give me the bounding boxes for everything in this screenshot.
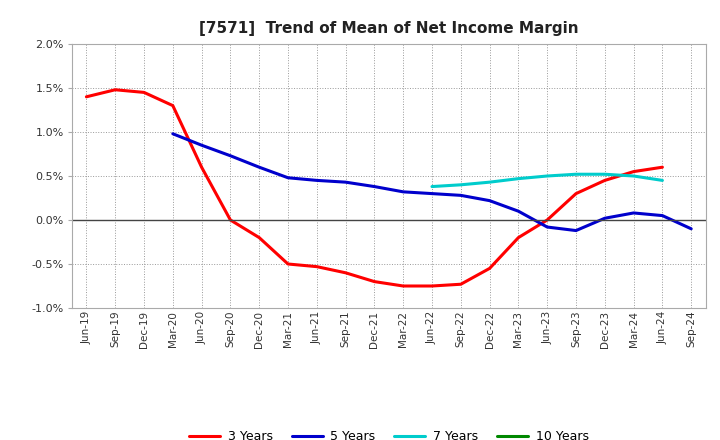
5 Years <box>428 191 436 196</box>
5 Years <box>197 143 206 148</box>
5 Years <box>370 184 379 189</box>
3 Years <box>197 165 206 170</box>
3 Years <box>543 217 552 223</box>
7 Years <box>600 172 609 177</box>
7 Years <box>456 182 465 187</box>
3 Years <box>284 261 292 267</box>
5 Years <box>629 210 638 216</box>
Legend: 3 Years, 5 Years, 7 Years, 10 Years: 3 Years, 5 Years, 7 Years, 10 Years <box>184 425 593 440</box>
3 Years <box>168 103 177 108</box>
7 Years <box>543 173 552 179</box>
7 Years <box>428 184 436 189</box>
5 Years <box>312 178 321 183</box>
5 Years <box>514 209 523 214</box>
3 Years <box>600 178 609 183</box>
5 Years <box>168 131 177 136</box>
3 Years <box>514 235 523 240</box>
3 Years <box>485 266 494 271</box>
5 Years <box>543 224 552 230</box>
3 Years <box>658 165 667 170</box>
5 Years <box>284 175 292 180</box>
Line: 7 Years: 7 Years <box>432 174 662 187</box>
5 Years <box>226 153 235 158</box>
3 Years <box>399 283 408 289</box>
5 Years <box>485 198 494 203</box>
Title: [7571]  Trend of Mean of Net Income Margin: [7571] Trend of Mean of Net Income Margi… <box>199 21 579 36</box>
7 Years <box>658 178 667 183</box>
3 Years <box>226 217 235 223</box>
3 Years <box>140 90 148 95</box>
3 Years <box>111 87 120 92</box>
5 Years <box>658 213 667 218</box>
5 Years <box>600 216 609 221</box>
3 Years <box>370 279 379 284</box>
7 Years <box>485 180 494 185</box>
Line: 5 Years: 5 Years <box>173 134 691 231</box>
3 Years <box>572 191 580 196</box>
3 Years <box>456 282 465 287</box>
5 Years <box>341 180 350 185</box>
3 Years <box>82 94 91 99</box>
5 Years <box>687 226 696 231</box>
3 Years <box>341 270 350 275</box>
3 Years <box>629 169 638 174</box>
7 Years <box>514 176 523 181</box>
5 Years <box>456 193 465 198</box>
3 Years <box>312 264 321 269</box>
Line: 3 Years: 3 Years <box>86 90 662 286</box>
7 Years <box>629 173 638 179</box>
3 Years <box>255 235 264 240</box>
3 Years <box>428 283 436 289</box>
5 Years <box>572 228 580 233</box>
5 Years <box>399 189 408 194</box>
5 Years <box>255 165 264 170</box>
7 Years <box>572 172 580 177</box>
